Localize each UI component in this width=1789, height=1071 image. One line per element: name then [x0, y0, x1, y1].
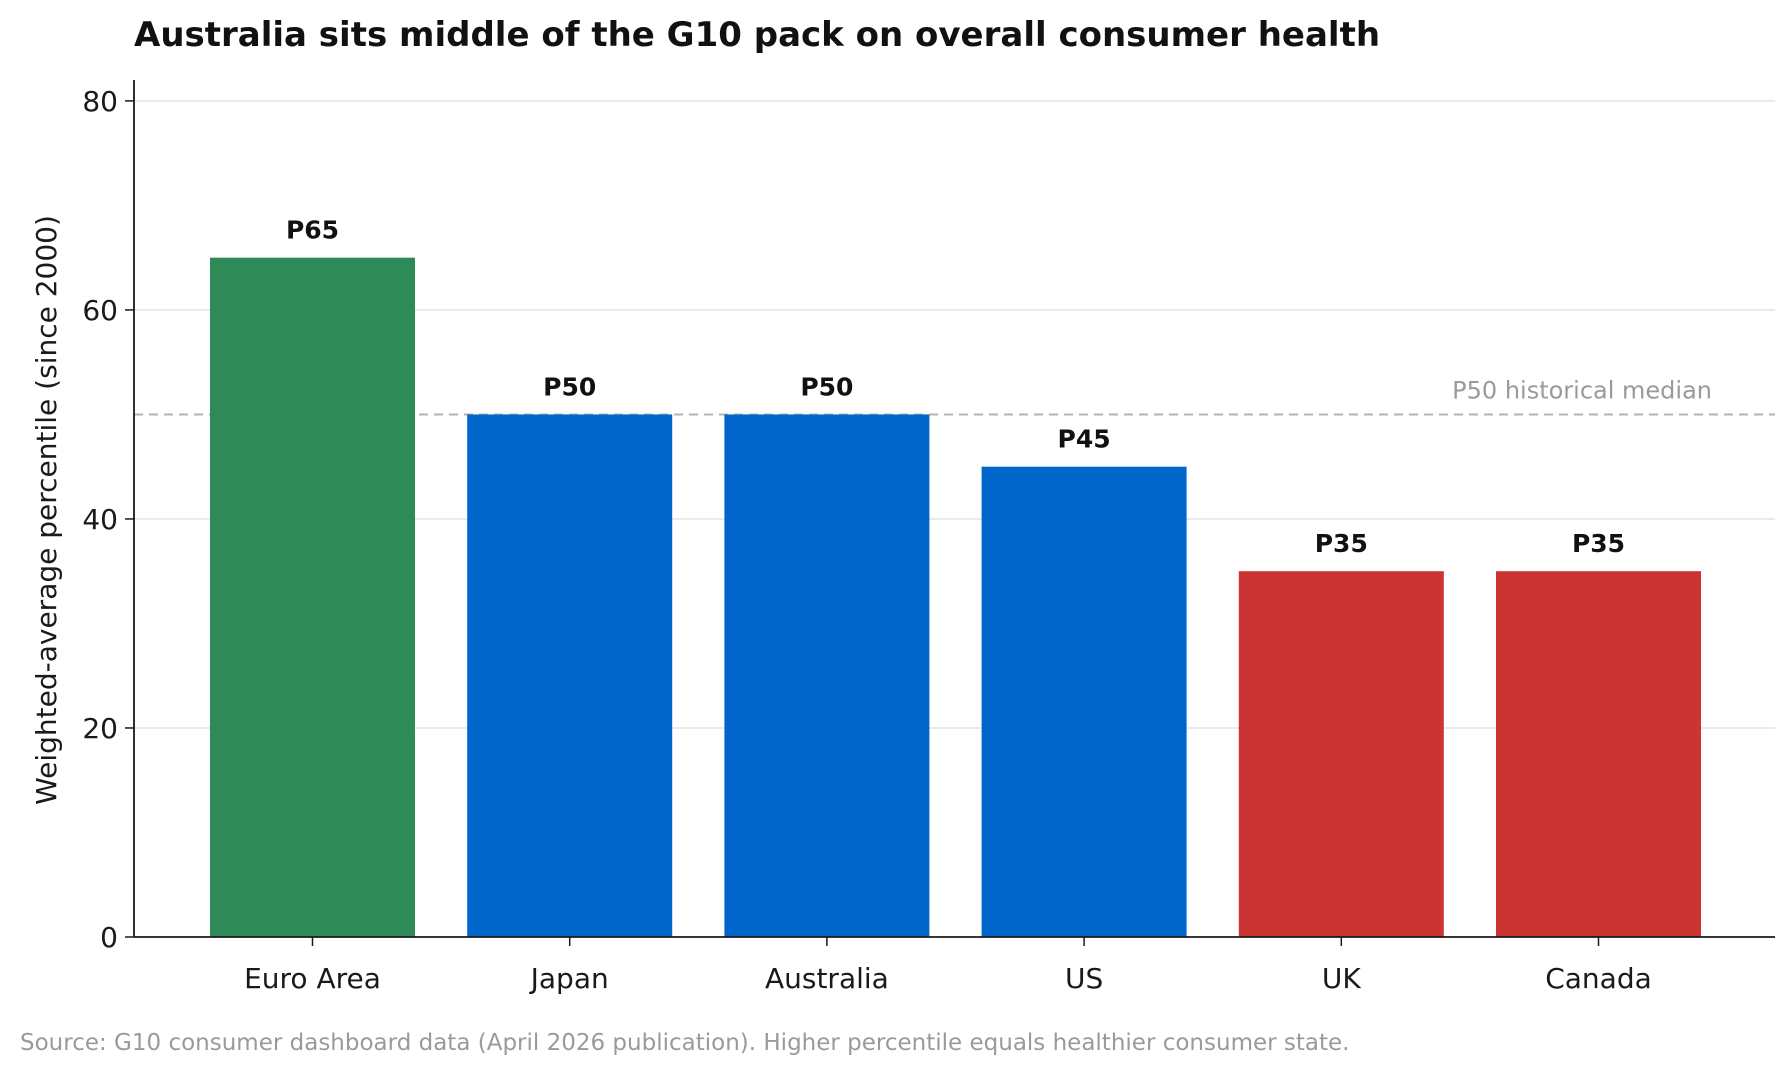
y-tick-label-0: 0: [100, 921, 118, 954]
y-tick-label-60: 60: [82, 294, 118, 327]
bar-us: [981, 466, 1187, 937]
bar-layer: [210, 257, 1701, 937]
data-label-uk: P35: [1315, 529, 1368, 558]
reference-line-label: P50 historical median: [1452, 376, 1712, 404]
y-axis-label: Weighted-average percentile (since 2000): [30, 215, 63, 805]
bar-uk: [1238, 571, 1444, 937]
bar-japan: [467, 414, 673, 937]
x-tick-label-uk: UK: [1322, 962, 1361, 995]
bar-canada: [1496, 571, 1701, 937]
x-tick-label-japan: Japan: [529, 962, 609, 995]
data-label-australia: P50: [800, 372, 853, 401]
axis-layer: 0 20 40 60 80 Euro Area Japan Australia US UK Cana…: [82, 80, 1775, 995]
y-tick-label-20: 20: [82, 712, 118, 745]
y-tick-label-40: 40: [82, 503, 118, 536]
data-label-us: P45: [1058, 425, 1111, 454]
x-tick-label-canada: Canada: [1545, 962, 1652, 995]
bar-euro-area: [210, 257, 415, 937]
x-tick-label-euro-area: Euro Area: [244, 962, 381, 995]
data-label-canada: P35: [1572, 529, 1625, 558]
chart-title: Australia sits middle of the G10 pack on…: [134, 15, 1380, 55]
source-note: Source: G10 consumer dashboard data (Apr…: [20, 1030, 1349, 1056]
data-label-euro-area: P65: [286, 216, 339, 245]
data-label-layer: P65 P50 P50 P45 P35 P35: [286, 216, 1625, 559]
x-tick-label-australia: Australia: [765, 962, 889, 995]
bar-australia: [724, 414, 930, 937]
x-tick-label-us: US: [1065, 962, 1103, 995]
y-tick-label-80: 80: [82, 85, 118, 118]
data-label-japan: P50: [543, 372, 596, 401]
